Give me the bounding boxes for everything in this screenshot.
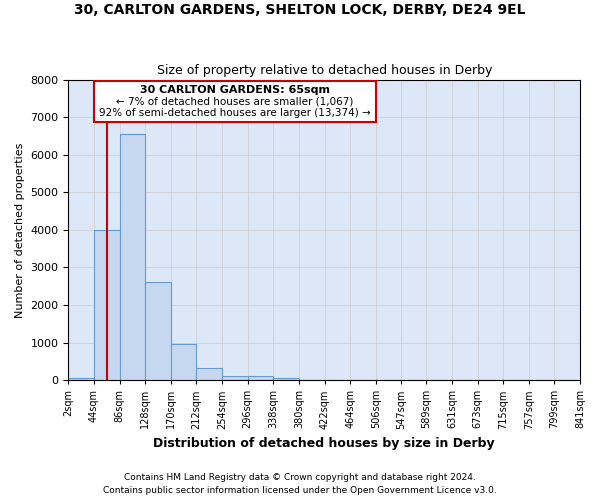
Bar: [119, 134, 145, 380]
Bar: [273, 378, 299, 380]
Bar: [222, 376, 248, 380]
Bar: [248, 376, 273, 380]
Text: 92% of semi-detached houses are larger (13,374) →: 92% of semi-detached houses are larger (…: [99, 108, 371, 118]
Bar: [145, 282, 171, 380]
Y-axis label: Number of detached properties: Number of detached properties: [15, 142, 25, 318]
Bar: [196, 368, 222, 380]
Bar: [94, 82, 376, 122]
Text: 30 CARLTON GARDENS: 65sqm: 30 CARLTON GARDENS: 65sqm: [140, 86, 330, 96]
Bar: [68, 378, 94, 380]
Text: Contains HM Land Registry data © Crown copyright and database right 2024.
Contai: Contains HM Land Registry data © Crown c…: [103, 474, 497, 495]
Bar: [94, 230, 119, 380]
Title: Size of property relative to detached houses in Derby: Size of property relative to detached ho…: [157, 64, 492, 77]
X-axis label: Distribution of detached houses by size in Derby: Distribution of detached houses by size …: [154, 437, 495, 450]
Text: 30, CARLTON GARDENS, SHELTON LOCK, DERBY, DE24 9EL: 30, CARLTON GARDENS, SHELTON LOCK, DERBY…: [74, 2, 526, 16]
Text: ← 7% of detached houses are smaller (1,067): ← 7% of detached houses are smaller (1,0…: [116, 96, 353, 106]
Bar: [171, 344, 196, 380]
